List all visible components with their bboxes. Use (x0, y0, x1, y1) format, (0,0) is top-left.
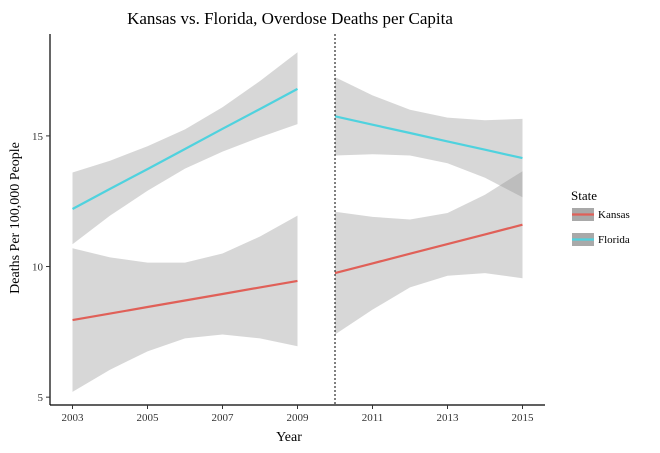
legend-entry-florida: Florida (572, 233, 630, 246)
chart-title: Kansas vs. Florida, Overdose Deaths per … (127, 9, 453, 28)
series-lines (71, 87, 523, 322)
y-tick-label-10: 10 (32, 262, 44, 274)
x-axis-ticks: 2003 2005 2007 2009 2011 2013 2015 (62, 405, 535, 424)
series-line-florida-1 (71, 87, 299, 210)
x-tick-label-2013: 2013 (437, 412, 460, 424)
x-tick-label-2007: 2007 (212, 412, 235, 424)
legend-title: State (571, 188, 597, 203)
x-tick-label-2003: 2003 (62, 412, 85, 424)
legend-entry-kansas: Kansas (572, 208, 630, 221)
x-tick-label-2011: 2011 (362, 412, 384, 424)
x-tick-label-2009: 2009 (287, 412, 310, 424)
x-tick-label-2015: 2015 (512, 412, 535, 424)
x-tick-label-2005: 2005 (137, 412, 160, 424)
legend-label-florida: Florida (598, 234, 630, 246)
series-line-kansas-1 (72, 279, 298, 322)
y-axis-title: Deaths Per 100,000 People (8, 142, 23, 294)
y-tick-label-5: 5 (38, 392, 44, 404)
legend: State Kansas Florida (571, 188, 630, 246)
confidence-bands (72, 52, 523, 392)
confidence-band-kansas-2 (335, 171, 523, 335)
series-line-florida-2 (334, 115, 523, 160)
series-line-kansas-2 (334, 223, 523, 275)
x-axis-title: Year (276, 430, 302, 445)
legend-label-kansas: Kansas (598, 209, 630, 221)
y-axis-ticks: 5 10 15 (32, 131, 50, 404)
confidence-band-kansas-1 (72, 215, 298, 392)
y-tick-label-15: 15 (32, 131, 44, 143)
